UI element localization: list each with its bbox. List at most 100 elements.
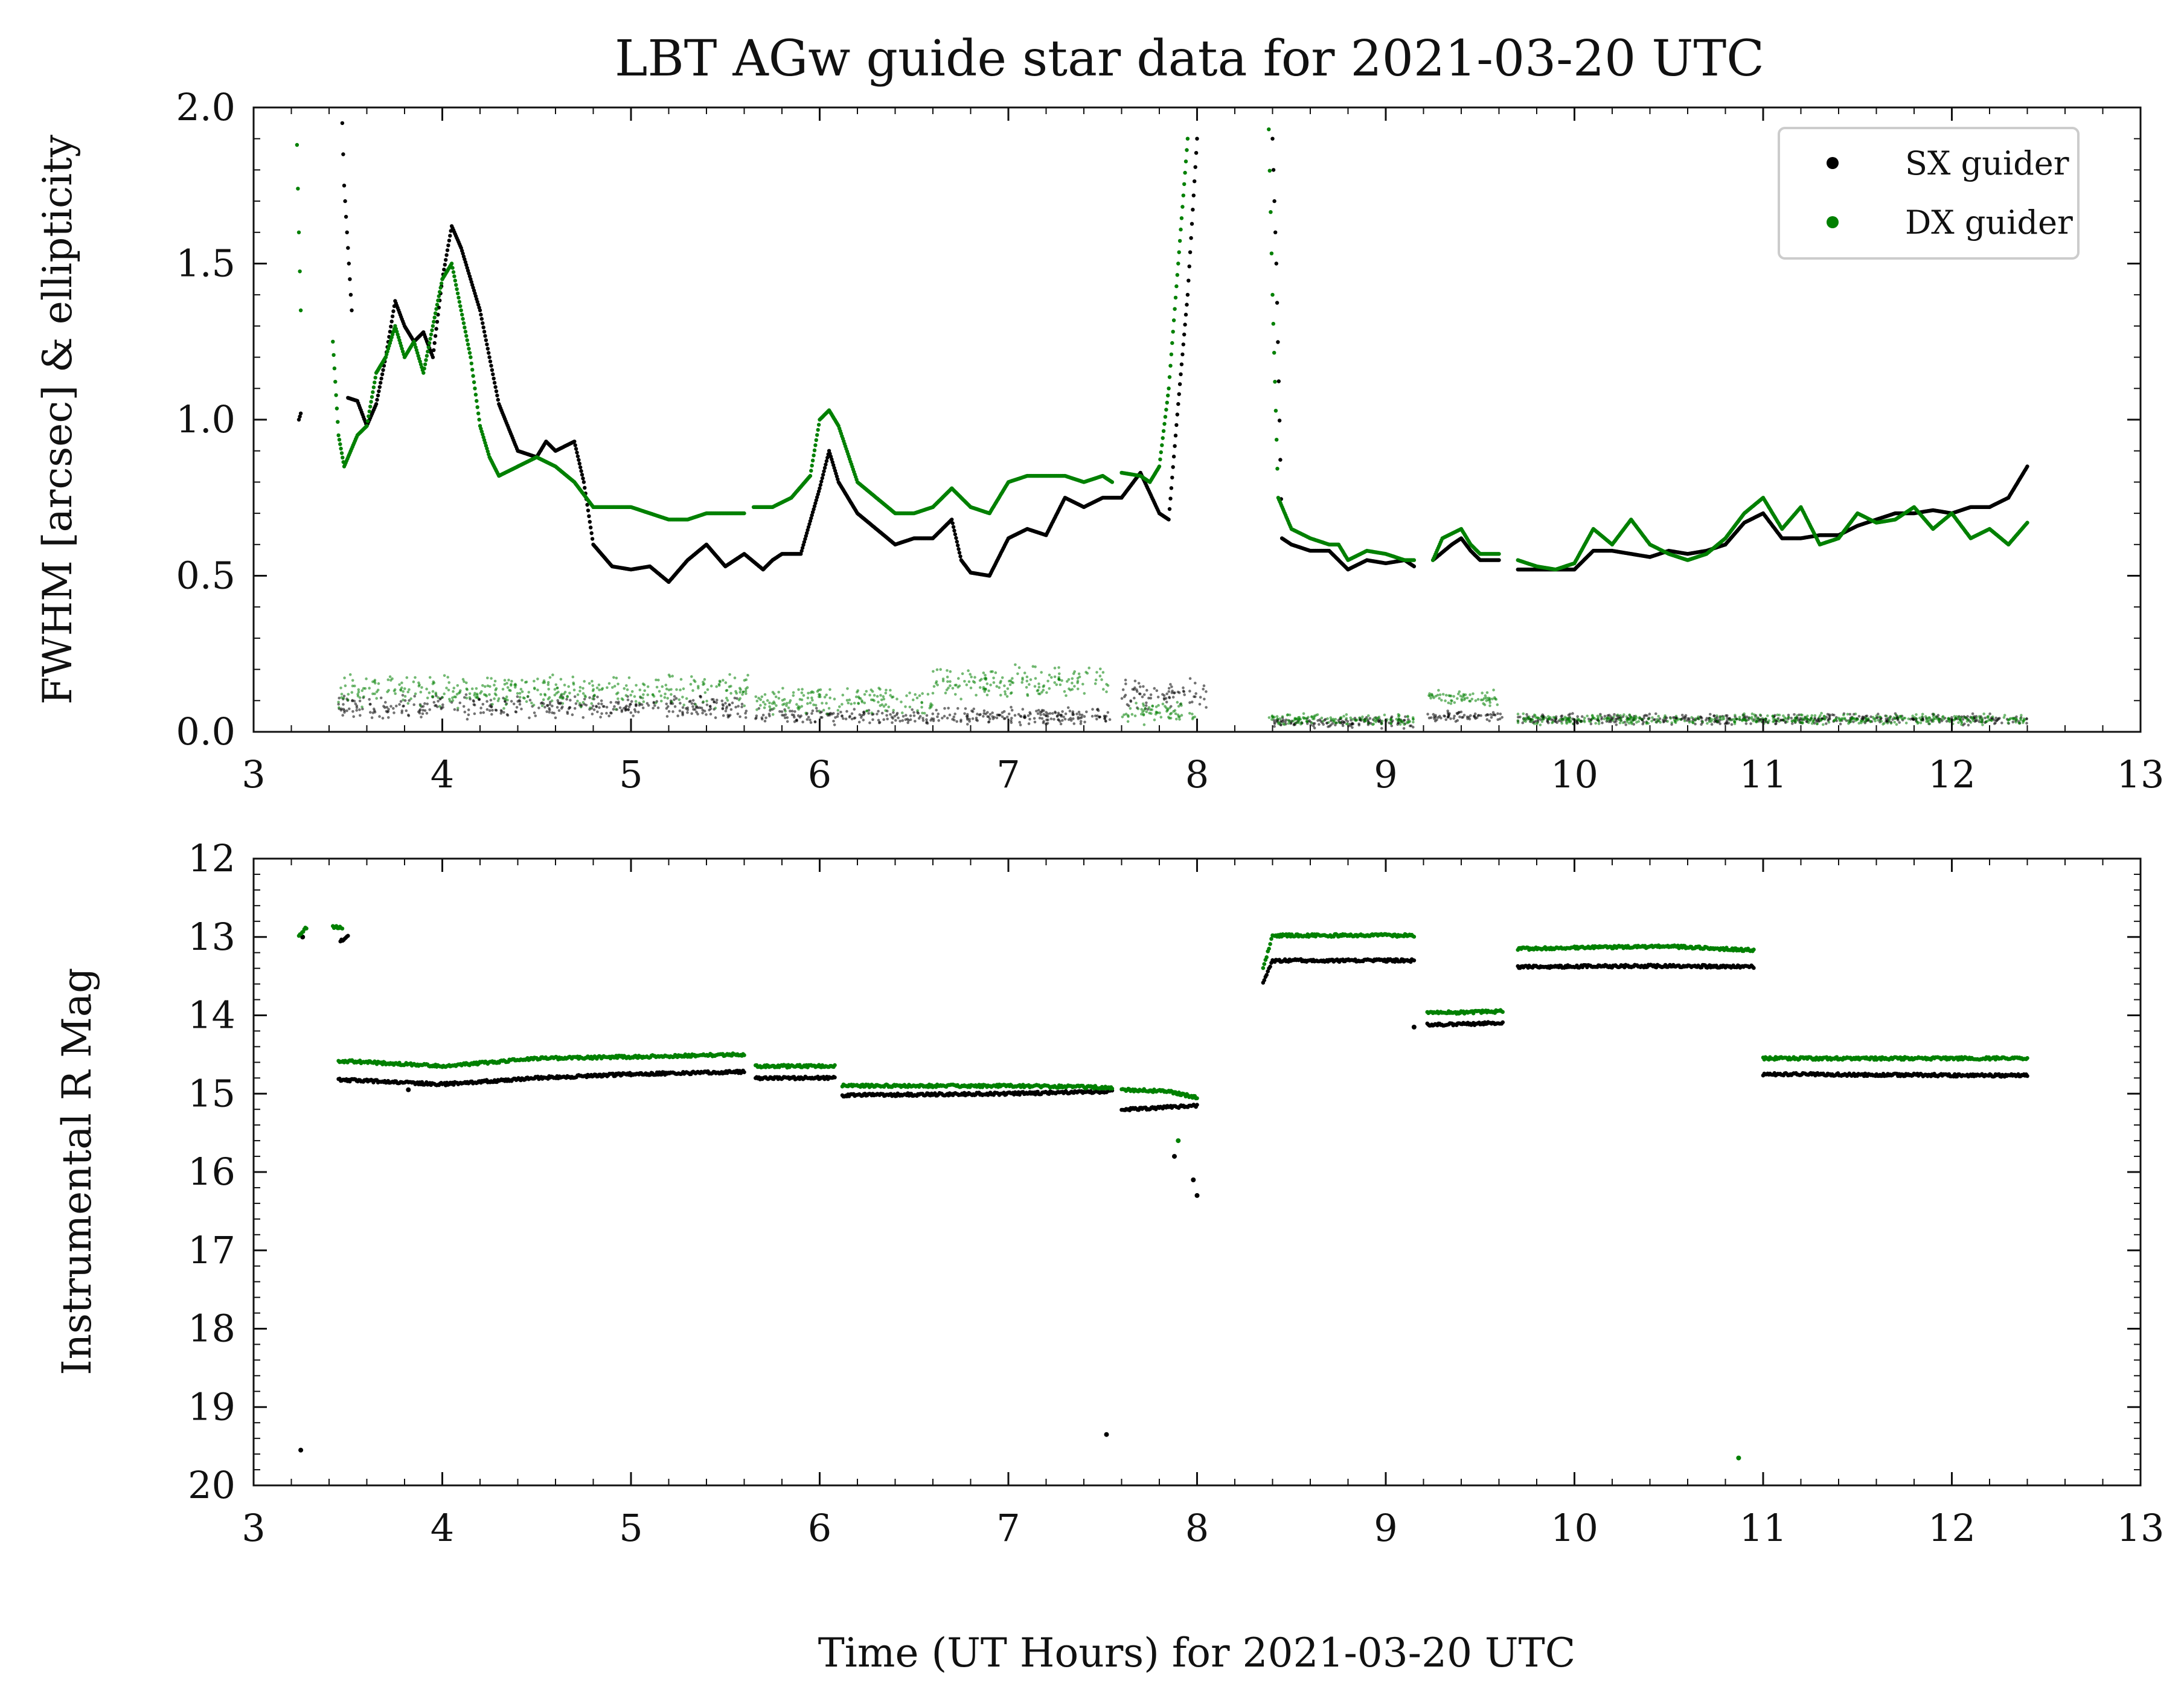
dx-ellipticity-point xyxy=(536,688,539,691)
sx-ellipticity-point xyxy=(1996,718,2000,721)
dx-ellipticity-point xyxy=(706,688,709,691)
sx-ellipticity-point xyxy=(701,708,705,712)
dx-ellipticity-point xyxy=(1377,716,1381,719)
dx-ellipticity-point xyxy=(879,704,882,707)
dx-ellipticity-point xyxy=(1970,716,1973,720)
sx-ellipticity-point xyxy=(1318,723,1321,726)
dx-ellipticity-point xyxy=(889,688,892,692)
dx-ellipticity-point xyxy=(873,694,876,697)
dx-ellipticity-point xyxy=(884,709,887,713)
sx-ellipticity-point xyxy=(467,713,470,717)
dx-ellipticity-point xyxy=(1087,666,1090,670)
dx-ellipticity-point xyxy=(663,696,667,699)
sx-ellipticity-point xyxy=(834,716,837,719)
dx-fwhm-point xyxy=(368,405,373,409)
sx-ellipticity-point xyxy=(1727,722,1731,725)
dx-ellipticity-point xyxy=(634,700,638,703)
dx-ellipticity-point xyxy=(532,703,536,706)
dx-ellipticity-point xyxy=(1488,697,1491,700)
sx-ellipticity-point xyxy=(1581,715,1584,718)
sx-ellipticity-point xyxy=(1019,715,1023,719)
dx-ellipticity-point xyxy=(882,697,886,700)
sx-ellipticity-point xyxy=(671,710,674,713)
sx-ellipticity-point xyxy=(763,719,767,723)
sx-fwhm-point xyxy=(575,450,579,455)
dx-ellipticity-point xyxy=(1799,713,1803,716)
dx-ellipticity-point xyxy=(1144,707,1147,710)
sx-ellipticity-point xyxy=(1473,712,1477,716)
dx-ellipticity-point xyxy=(1771,715,1774,718)
sx-ellipticity-point xyxy=(1062,716,1065,719)
dx-fwhm-point xyxy=(421,371,426,375)
dx-ellipticity-point xyxy=(1833,719,1836,722)
sx-ellipticity-point xyxy=(1045,711,1048,714)
dx-ellipticity-point xyxy=(576,699,579,703)
dx-ellipticity-point xyxy=(1267,716,1271,719)
dx-ellipticity-point xyxy=(641,682,645,685)
dx-fwhm-point xyxy=(451,270,456,274)
dx-ellipticity-point xyxy=(456,706,460,710)
sx-ellipticity-point xyxy=(1042,721,1045,725)
sx-fwhm-point xyxy=(1272,199,1276,203)
sx-ellipticity-point xyxy=(1654,712,1657,716)
sx-ellipticity-point xyxy=(1194,682,1197,685)
sx-ellipticity-point xyxy=(943,706,946,710)
dx-ellipticity-point xyxy=(1124,713,1128,716)
dx-ellipticity-point xyxy=(1438,693,1442,696)
dx-ellipticity-point xyxy=(1004,690,1007,693)
sx-ellipticity-point xyxy=(421,708,424,712)
dx-ellipticity-point xyxy=(431,695,434,698)
dx-ellipticity-point xyxy=(1683,719,1686,723)
dx-ellipticity-point xyxy=(1701,720,1705,723)
dx-ellipticity-point xyxy=(2003,714,2006,717)
dx-ellipticity-point xyxy=(1406,714,1409,718)
dx-ellipticity-point xyxy=(1975,716,1978,720)
dx-ellipticity-point xyxy=(406,702,410,705)
sx-ellipticity-point xyxy=(1993,719,1996,722)
dx-ellipticity-point xyxy=(709,684,713,688)
sx-fwhm-point xyxy=(448,234,452,238)
sx-fwhm-point xyxy=(1177,382,1182,386)
dx-ellipticity-point xyxy=(703,691,707,694)
dx-ellipticity-point xyxy=(1899,714,1903,718)
dx-ellipticity-point xyxy=(519,688,523,691)
dx-fwhm-point xyxy=(463,325,467,330)
dx-ellipticity-point xyxy=(1282,722,1285,725)
dx-ellipticity-point xyxy=(1003,684,1006,687)
dx-ellipticity-point xyxy=(1299,723,1302,726)
sx-fwhm-point xyxy=(1176,402,1180,406)
dx-ellipticity-point xyxy=(1037,682,1040,685)
sx-ellipticity-point xyxy=(1193,695,1196,698)
sx-ellipticity-point xyxy=(1042,713,1045,716)
dx-ellipticity-point xyxy=(1612,715,1615,719)
sx-fwhm-point xyxy=(487,355,492,359)
dx-ellipticity-point xyxy=(1034,665,1037,668)
sx-ellipticity-point xyxy=(400,709,404,713)
dx-ellipticity-point xyxy=(1733,720,1737,723)
dx-ellipticity-point xyxy=(351,684,354,688)
dx-ellipticity-point xyxy=(1842,713,1845,717)
sx-ellipticity-point xyxy=(423,702,426,705)
dx-ellipticity-point xyxy=(1339,716,1342,719)
sx-ellipticity-point xyxy=(906,717,909,721)
sx-fwhm-point xyxy=(1183,312,1188,317)
dx-ellipticity-point xyxy=(1479,698,1483,702)
dx-fwhm-point xyxy=(435,303,440,307)
dx-ellipticity-point xyxy=(337,700,340,704)
dx-ellipticity-point xyxy=(1691,721,1695,725)
dx-ellipticity-point xyxy=(476,696,479,699)
sx-ellipticity-point xyxy=(1188,677,1192,680)
dx-ellipticity-point xyxy=(797,688,800,691)
sx-ellipticity-point xyxy=(1694,722,1697,726)
sx-ellipticity-point xyxy=(607,714,610,717)
dx-ellipticity-point xyxy=(1752,719,1755,723)
dx-ellipticity-point xyxy=(963,680,966,683)
sx-ellipticity-point xyxy=(561,705,564,708)
sx-ellipticity-point xyxy=(1624,723,1627,726)
dx-ellipticity-point xyxy=(1741,714,1745,717)
dx-ellipticity-point xyxy=(847,701,850,705)
sx-ellipticity-point xyxy=(1139,693,1142,696)
sx-ellipticity-point xyxy=(1403,719,1406,722)
dx-ellipticity-point xyxy=(1039,692,1042,696)
dx-ellipticity-point xyxy=(1807,721,1810,725)
